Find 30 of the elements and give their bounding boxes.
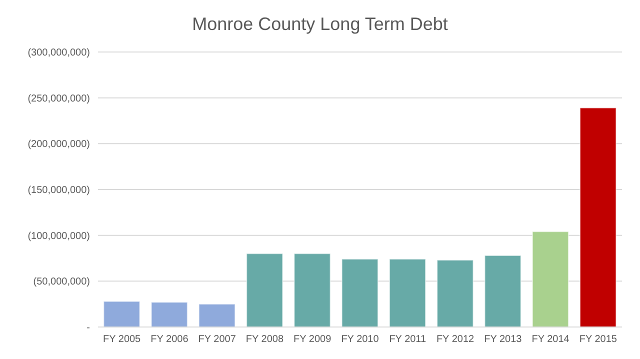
x-tick-label: FY 2007 — [198, 334, 236, 346]
bar — [246, 253, 284, 327]
bar — [436, 260, 474, 327]
bar — [103, 300, 140, 327]
bar — [341, 258, 378, 327]
y-tick-label: (100,000,000) — [28, 230, 90, 242]
x-tick-label: FY 2006 — [150, 334, 189, 346]
chart-title: Monroe County Long Term Debt — [191, 13, 449, 36]
x-tick-label: FY 2014 — [532, 334, 570, 346]
x-tick-label: FY 2010 — [341, 334, 380, 346]
bar — [198, 304, 236, 327]
x-tick-label: FY 2005 — [103, 334, 142, 346]
bar — [580, 107, 617, 327]
bar — [484, 255, 522, 327]
bar — [150, 302, 188, 327]
y-tick-label: (150,000,000) — [28, 185, 90, 196]
x-tick-label: FY 2015 — [579, 334, 618, 346]
x-tick-label: FY 2013 — [484, 334, 522, 346]
x-tick-label: FY 2012 — [436, 334, 475, 346]
bar — [294, 253, 331, 327]
x-tick-label: FY 2011 — [389, 334, 427, 346]
y-tick-label: (250,000,000) — [28, 93, 90, 104]
y-tick-label: (300,000,000) — [28, 48, 90, 59]
x-tick-label: FY 2009 — [294, 334, 332, 346]
bar — [389, 258, 426, 327]
y-tick-label: (200,000,000) — [28, 139, 90, 150]
y-tick-label: (50,000,000) — [33, 276, 90, 288]
x-tick-label: FY 2008 — [246, 334, 284, 346]
bar — [532, 231, 569, 327]
y-tick-label: - — [86, 322, 90, 334]
